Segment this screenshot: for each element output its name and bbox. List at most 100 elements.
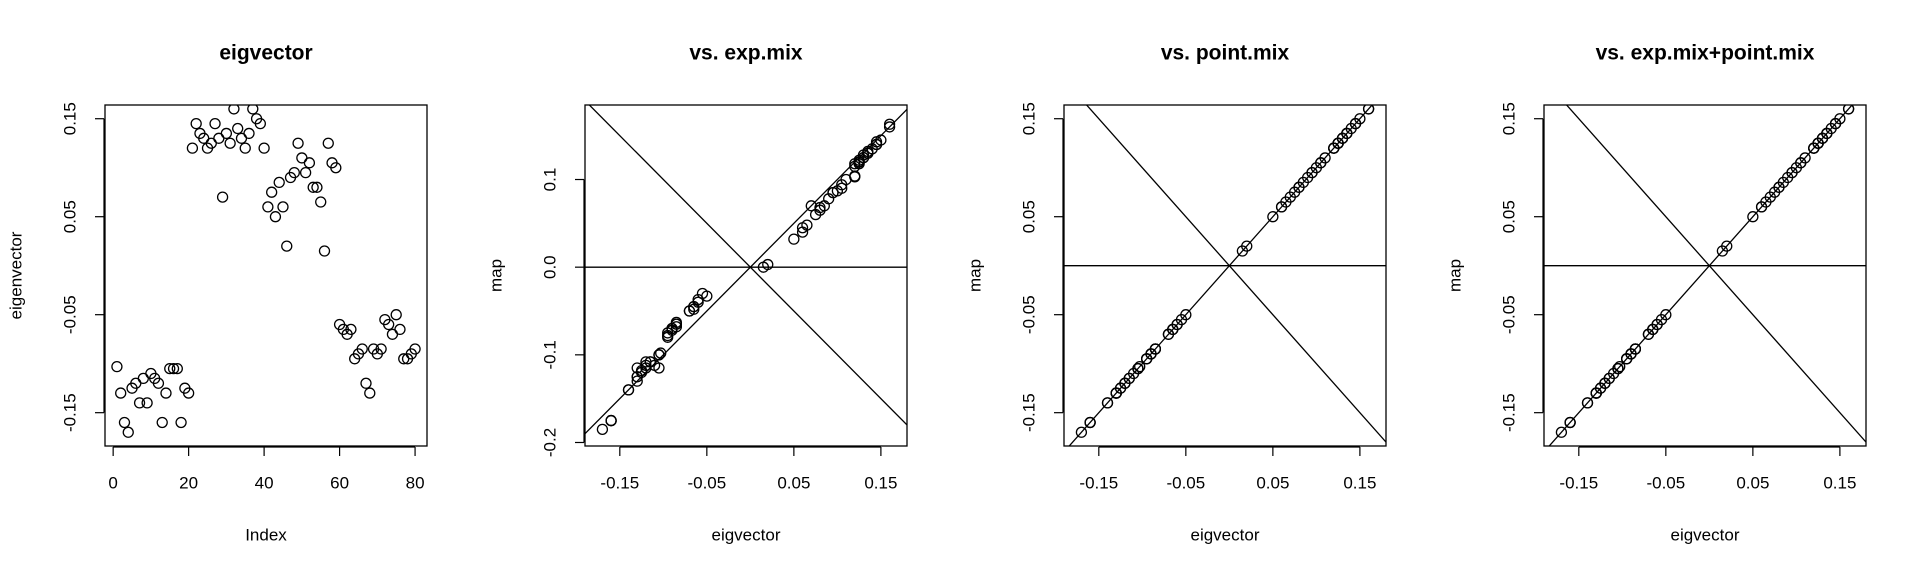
x-tick-label: 0.15 <box>1343 473 1376 492</box>
point <box>186 142 199 154</box>
point <box>1760 196 1772 208</box>
point <box>137 372 149 385</box>
panel: vs. exp.mix eigvector map -0.15 -0.05 0.05 0.1… <box>486 42 908 544</box>
y-tick-label: -0.2 <box>540 428 559 457</box>
point <box>160 387 172 399</box>
y-tick-label: 0.1 <box>540 168 559 192</box>
point <box>1747 211 1759 223</box>
point <box>122 426 134 438</box>
x-tick-label: 60 <box>330 473 349 492</box>
point <box>281 240 293 252</box>
y-axis-label: map <box>965 259 984 292</box>
point <box>1134 360 1146 373</box>
y-tick-label: -0.15 <box>1499 393 1518 432</box>
x-tick-label: -0.15 <box>1079 473 1118 492</box>
point <box>688 300 700 313</box>
point <box>1716 245 1729 257</box>
point <box>288 166 300 179</box>
point <box>1280 196 1292 208</box>
point <box>239 142 251 154</box>
y-tick-label: -0.05 <box>1019 295 1038 334</box>
point <box>311 181 323 193</box>
point <box>1842 105 1855 115</box>
y-tick-label: -0.15 <box>60 393 79 432</box>
point <box>213 132 225 144</box>
point <box>870 136 883 148</box>
point <box>383 318 395 331</box>
panel-title: vs. exp.mix+point.mix <box>1596 42 1815 65</box>
point <box>182 387 195 399</box>
point <box>360 377 372 389</box>
point <box>1614 360 1626 373</box>
panel: eigvector Index eigenvector 0 20 40 60 80 -0.15 -… <box>6 42 428 544</box>
point <box>243 127 255 140</box>
point <box>622 384 635 396</box>
y-axis-label: map <box>486 259 505 292</box>
point <box>853 158 865 170</box>
point <box>605 414 617 427</box>
point <box>631 375 643 387</box>
point <box>801 219 813 231</box>
point <box>216 191 229 203</box>
x-tick-label: -0.05 <box>1646 473 1685 492</box>
point <box>254 117 266 130</box>
reference-line <box>1548 105 1853 446</box>
point <box>273 176 285 189</box>
point <box>814 204 826 216</box>
point <box>631 362 643 374</box>
point <box>640 356 652 368</box>
point <box>375 343 387 355</box>
panel: vs. point.mix eigvector map -0.15 -0.05 0.05 0… <box>965 42 1387 544</box>
point <box>156 416 168 429</box>
panel-title: vs. exp.mix <box>689 42 803 65</box>
point <box>805 200 817 212</box>
x-tick-label: -0.05 <box>687 473 726 492</box>
point <box>1310 162 1323 174</box>
point <box>1362 105 1375 115</box>
point <box>1821 127 1833 140</box>
point <box>296 152 308 164</box>
point <box>220 127 233 140</box>
y-axis-label: map <box>1445 259 1464 292</box>
point <box>269 211 282 223</box>
reference-line <box>585 108 907 435</box>
plot-area <box>1064 105 1386 446</box>
point <box>235 132 248 144</box>
point <box>1180 309 1192 321</box>
y-tick-label: 0.15 <box>1499 102 1518 135</box>
plot-box <box>104 104 428 447</box>
plot-box <box>584 104 908 447</box>
point <box>364 387 376 399</box>
point <box>1660 309 1672 321</box>
point <box>1629 343 1642 355</box>
point <box>1119 377 1131 389</box>
point <box>653 349 665 361</box>
point <box>266 186 278 198</box>
point <box>1564 416 1576 429</box>
plot-area <box>111 105 421 438</box>
x-axis-label: Index <box>245 525 287 544</box>
point <box>1581 397 1594 409</box>
point <box>409 343 421 355</box>
point <box>167 362 180 375</box>
point <box>330 162 342 174</box>
x-tick-label: 20 <box>179 473 198 492</box>
y-tick-label: 0.15 <box>60 102 79 135</box>
point <box>262 201 274 213</box>
point <box>133 397 146 409</box>
point <box>883 118 896 130</box>
point <box>862 147 874 159</box>
y-tick-label: 0.05 <box>1019 200 1038 233</box>
point <box>277 201 289 213</box>
point <box>247 105 259 115</box>
x-tick-label: -0.15 <box>1559 473 1598 492</box>
point <box>209 117 221 130</box>
point <box>1349 117 1362 130</box>
point <box>1167 323 1179 336</box>
point <box>1812 137 1824 149</box>
point <box>318 245 331 257</box>
y-tick-label: 0.05 <box>60 200 79 233</box>
point <box>386 328 399 340</box>
y-tick-label: -0.05 <box>60 295 79 334</box>
